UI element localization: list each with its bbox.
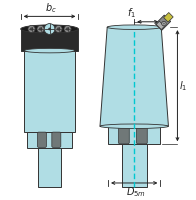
Circle shape: [48, 28, 51, 30]
Circle shape: [66, 27, 69, 31]
Circle shape: [163, 23, 165, 24]
Circle shape: [64, 25, 71, 33]
Circle shape: [162, 21, 166, 26]
Ellipse shape: [107, 25, 161, 29]
FancyBboxPatch shape: [118, 127, 129, 144]
Polygon shape: [156, 21, 164, 30]
Text: $l_1$: $l_1$: [179, 79, 188, 93]
Text: $D_{5m}$: $D_{5m}$: [126, 186, 146, 199]
FancyBboxPatch shape: [136, 127, 147, 144]
Polygon shape: [164, 13, 173, 22]
Circle shape: [55, 25, 62, 33]
Ellipse shape: [100, 124, 168, 128]
FancyBboxPatch shape: [52, 132, 61, 147]
Ellipse shape: [39, 26, 60, 32]
Circle shape: [30, 27, 33, 31]
Polygon shape: [100, 27, 168, 126]
Bar: [38, 148, 61, 187]
Bar: [108, 126, 160, 144]
Text: $b_c$: $b_c$: [45, 1, 57, 15]
Circle shape: [39, 27, 42, 31]
Bar: [21, 29, 78, 51]
Circle shape: [28, 25, 35, 33]
Polygon shape: [155, 15, 171, 30]
Ellipse shape: [24, 48, 75, 53]
Circle shape: [57, 27, 60, 31]
Bar: [27, 132, 72, 148]
Bar: [122, 144, 147, 187]
Ellipse shape: [21, 25, 78, 33]
FancyBboxPatch shape: [37, 132, 46, 147]
Circle shape: [44, 24, 55, 34]
Circle shape: [37, 25, 44, 33]
Bar: [24, 51, 75, 132]
Text: $f_1$: $f_1$: [127, 6, 136, 20]
